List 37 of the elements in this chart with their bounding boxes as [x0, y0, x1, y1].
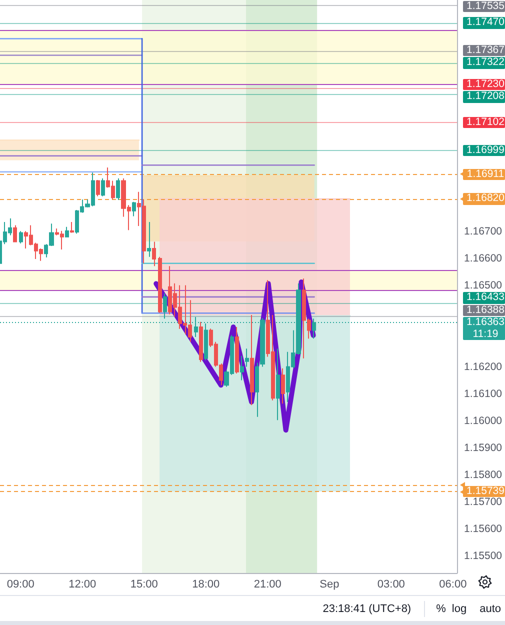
x-tick-label: 15:00 [130, 578, 158, 590]
text: 23:18:41 (UTC+8) [322, 603, 412, 615]
x-tick-label: 12:00 [68, 578, 96, 590]
x-tick-label: 09:00 [6, 578, 34, 590]
y-tick-label: 1.15600 [464, 523, 502, 536]
y-tick-label: 1.15700 [464, 496, 502, 508]
ref-line-label: 1.16388 [463, 304, 505, 316]
text: auto [480, 603, 501, 615]
x-tick-label: 18:00 [192, 578, 220, 590]
y-tick-label: 1.15900 [464, 442, 502, 454]
y-tick-label: 1.16000 [464, 414, 502, 427]
ref-line-label: 1.17470 [463, 16, 505, 29]
ref-line-label: 1.16363 11:19 [463, 316, 505, 340]
ref-line-label: 1.16820 [463, 192, 505, 205]
text: % [436, 603, 446, 615]
y-tick-label: 1.15800 [464, 469, 502, 482]
ref-line-label: 1.17230 [463, 78, 505, 90]
ref-line-label: 1.17535 [463, 0, 505, 12]
text: log [452, 603, 467, 615]
x-tick-label: 21:00 [254, 578, 282, 590]
y-tick-label: 1.16200 [464, 360, 502, 373]
y-tick-label: 1.15500 [464, 550, 502, 562]
y-tick-label: 1.16600 [464, 252, 502, 264]
y-tick-label: 1.16500 [464, 280, 502, 292]
x-tick-label: 06:00 [439, 578, 467, 590]
ref-line-label: 1.15739 [463, 484, 505, 498]
ref-line-label: 1.16911 [463, 168, 505, 180]
ref-line-label: 1.16999 [463, 144, 505, 156]
y-tick-label: 1.16700 [464, 225, 502, 238]
ref-line-label: 1.17367 [463, 44, 505, 56]
ref-line-label: 1.16433 [463, 291, 505, 304]
x-tick-label: Sep [320, 578, 340, 590]
ref-line-label: 1.17322 [463, 56, 505, 69]
ref-line-label: 1.17102 [463, 116, 505, 128]
x-tick-label: 03:00 [377, 578, 405, 590]
y-tick-label: 1.16100 [464, 388, 502, 400]
ref-line-label: 1.17208 [463, 90, 505, 103]
